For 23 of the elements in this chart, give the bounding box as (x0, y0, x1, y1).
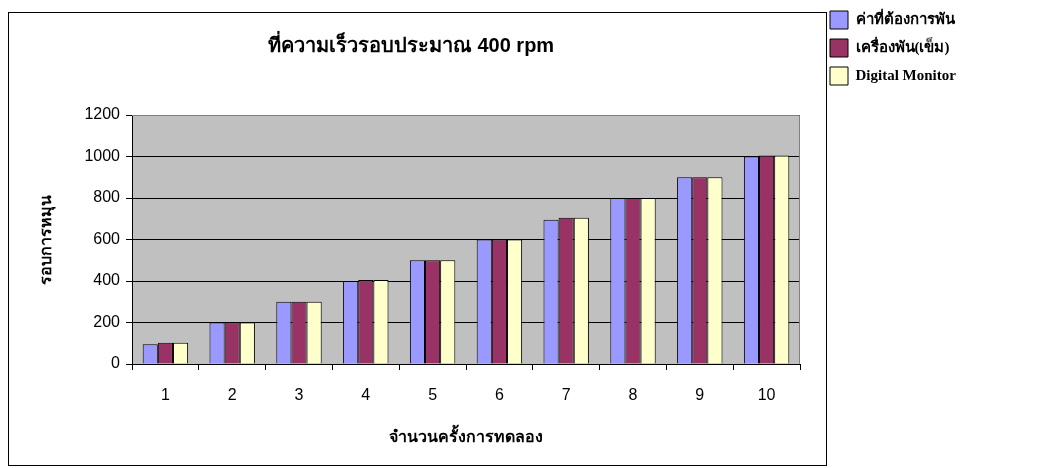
x-tick-label: 1 (160, 386, 170, 404)
legend-label: ค่าที่ต้องการพัน (855, 7, 956, 27)
y-tick-label: 400 (93, 271, 121, 289)
x-tick-label: 10 (757, 386, 776, 404)
y-tick-label: 800 (93, 188, 121, 206)
y-axis-title: รอบการหมุน (37, 194, 57, 285)
x-tick-label: 7 (561, 386, 571, 404)
x-tick-label: 8 (628, 386, 638, 404)
x-tick-label: 5 (428, 386, 438, 404)
y-tick-label: 1200 (84, 105, 121, 123)
x-tick-label: 4 (361, 386, 371, 404)
chart-title: ที่ความเร็วรอบประมาณ 400 rpm (267, 29, 555, 56)
y-tick-label: 0 (111, 354, 121, 372)
x-tick-label: 6 (494, 386, 504, 404)
x-axis-title: จำนวนครั้งการทดลอง (389, 423, 543, 445)
y-tick-label: 200 (93, 312, 121, 330)
x-tick-label: 2 (227, 386, 237, 404)
x-tick-label: 3 (294, 386, 304, 404)
x-tick-label: 9 (695, 386, 705, 404)
legend-label: Digital Monitor (855, 66, 957, 83)
y-tick-label: 1000 (84, 146, 121, 164)
y-tick-label: 600 (93, 229, 121, 247)
legend-label: เครื่องพัน(เข็ม) (855, 35, 950, 56)
